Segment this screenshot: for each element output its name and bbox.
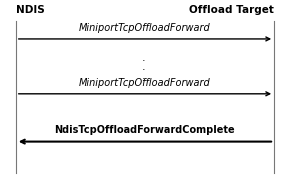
Text: .: .	[142, 71, 145, 81]
Text: MiniportTcpOffloadForward: MiniportTcpOffloadForward	[79, 78, 211, 88]
Text: MiniportTcpOffloadForward: MiniportTcpOffloadForward	[79, 23, 211, 33]
Text: .: .	[142, 53, 145, 63]
Text: NDIS: NDIS	[16, 5, 44, 15]
Text: Offload Target: Offload Target	[189, 5, 274, 15]
Text: NdisTcpOffloadForwardComplete: NdisTcpOffloadForwardComplete	[55, 125, 235, 135]
Text: .: .	[142, 62, 145, 72]
